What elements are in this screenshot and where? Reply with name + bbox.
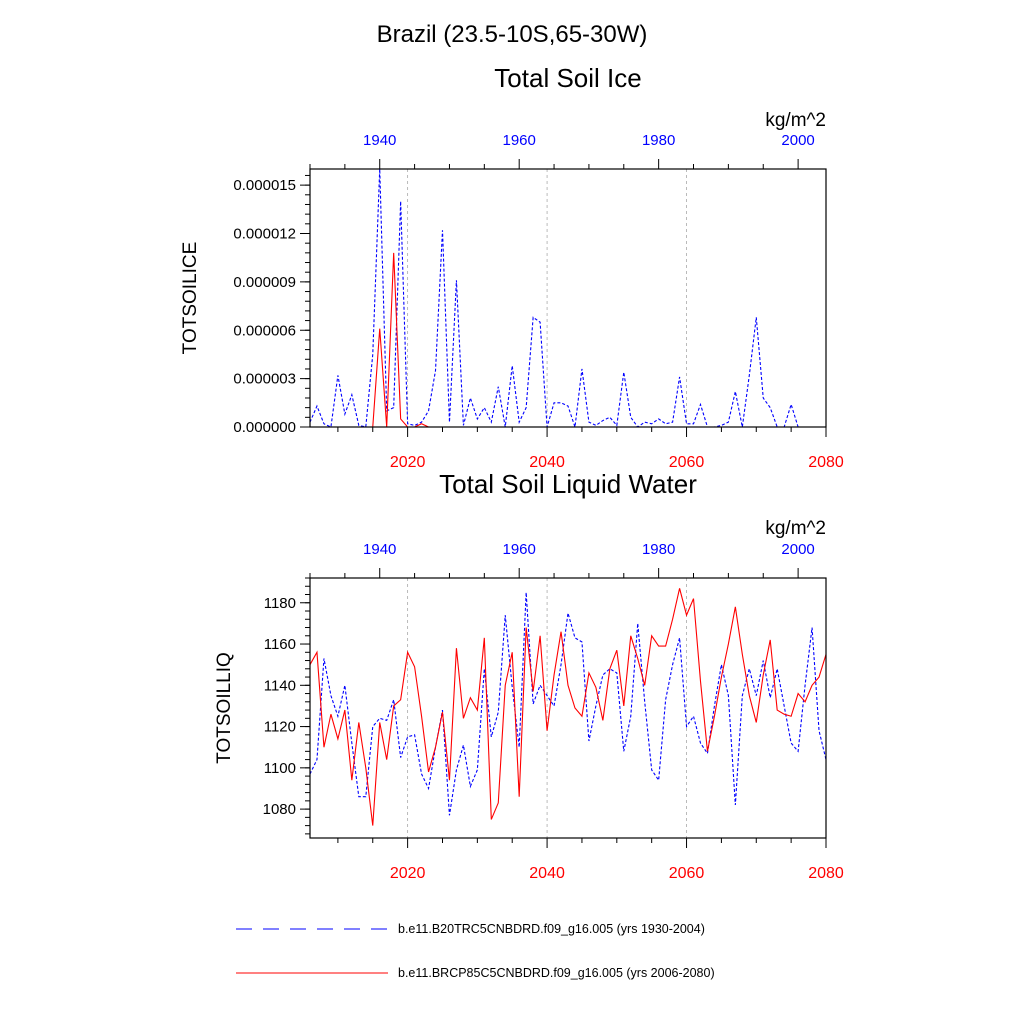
panel2-xtick-label-bottom: 2020 (390, 865, 426, 882)
panel2-series-future (310, 588, 826, 826)
panel1-series-historical (310, 169, 826, 427)
panel2-units: kg/m^2 (765, 518, 826, 539)
legend: b.e11.B20TRC5CNBDRD.f09_g16.005 (yrs 193… (236, 922, 715, 980)
panel1-title: Total Soil Ice (494, 63, 641, 93)
panel1-ytick-label: 0.000000 (233, 419, 296, 436)
panel1-xtick-label-bottom: 2040 (529, 454, 565, 471)
panel1-plot: 0.000000 0.000003 0.000006 0.000009 0.000012… (233, 132, 843, 471)
panel1-ytick-label: 0.000006 (233, 322, 296, 339)
panel2-series-historical (310, 592, 826, 816)
panel1-xtick-label-top: 1980 (642, 132, 675, 149)
panel1-xtick-label-bottom: 2060 (669, 454, 705, 471)
panel2-xtick-label-bottom: 2080 (808, 865, 844, 882)
panel2-xtick-label-top: 1940 (363, 541, 396, 558)
panel2-ytick-label: 1160 (264, 636, 296, 653)
panel1-xtick-label-top: 2000 (781, 132, 814, 149)
panel1-series-future (310, 252, 826, 427)
panel2-ylabel: TOTSOILLIQ (214, 652, 235, 764)
panel2-xtick-label-bottom: 2060 (669, 865, 705, 882)
figure-title: Brazil (23.5-10S,65-30W) (377, 21, 648, 48)
panel2-ytick-label: 1100 (264, 760, 296, 777)
legend-label-future: b.e11.BRCP85C5CNBDRD.f09_g16.005 (yrs 20… (398, 966, 715, 980)
panel1-xtick-label-top: 1960 (503, 132, 536, 149)
panel2-ytick-label: 1080 (263, 801, 296, 818)
panel2-frame (309, 577, 827, 839)
panel1-ylabel: TOTSOILICE (180, 242, 201, 355)
panel1-xtick-label-top: 1940 (363, 132, 396, 149)
panel2-ytick-label: 1180 (264, 595, 296, 612)
panel2-xtick-label-top: 1960 (503, 541, 536, 558)
panel2-title: Total Soil Liquid Water (439, 469, 697, 499)
panel1-ytick-label: 0.000012 (233, 226, 296, 243)
panel2-xtick-label-bottom: 2040 (529, 865, 565, 882)
panel1-ytick-label: 0.000015 (233, 177, 296, 194)
panel2-xtick-label-top: 1980 (642, 541, 675, 558)
panel1-units: kg/m^2 (765, 110, 826, 131)
panel1-frame (309, 168, 827, 428)
panel1-xtick-label-bottom: 2080 (808, 454, 844, 471)
panel1-ytick-label: 0.000003 (233, 371, 296, 388)
panel1-ytick-label: 0.000009 (233, 274, 296, 291)
legend-label-historical: b.e11.B20TRC5CNBDRD.f09_g16.005 (yrs 193… (398, 922, 705, 936)
panel2-ytick-label: 1120 (264, 719, 296, 736)
panel1-xtick-label-bottom: 2020 (390, 454, 426, 471)
panel2-plot: 1080 1100 1120 1140 1160 1180 2020 2040 2060 2080… (263, 541, 844, 882)
panel2-ytick-label: 1140 (264, 677, 296, 694)
panel2-xtick-label-top: 2000 (781, 541, 814, 558)
